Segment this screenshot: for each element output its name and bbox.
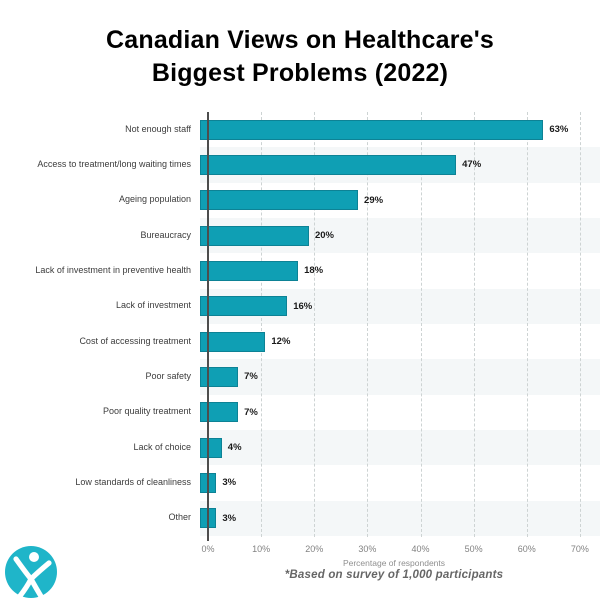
value-label: 18% (304, 265, 324, 277)
logo-figure (13, 556, 52, 599)
bar (200, 437, 222, 458)
chart-row: Poor quality treatment 7% (0, 395, 600, 430)
bar (200, 119, 544, 140)
x-tick-label: 10% (252, 544, 271, 554)
row-plot-area: 3% (200, 465, 600, 500)
value-label: 12% (271, 336, 291, 348)
x-tick-label: 70% (570, 544, 589, 554)
value-label: 3% (222, 477, 237, 489)
chart-row: Bureaucracy 20% (0, 217, 600, 254)
category-label: Low standards of cleanliness (75, 477, 191, 487)
row-plot-area: 63% (200, 112, 600, 147)
category-label: Poor safety (145, 371, 191, 382)
category-label: Not enough staff (125, 123, 191, 134)
category-label: Access to treatment/long waiting times (37, 159, 191, 170)
chart-row: Poor safety 7% (0, 359, 600, 395)
bar (200, 331, 266, 352)
chart-row: Access to treatment/long waiting times 47… (0, 147, 600, 183)
row-plot-area: 7% (200, 359, 600, 395)
bar (200, 402, 239, 423)
bar (200, 225, 309, 246)
value-label: 20% (314, 230, 334, 242)
chart-title: Canadian Views on Healthcare's Biggest P… (20, 24, 580, 90)
survey-footnote: *Based on survey of 1,000 participants (284, 569, 504, 581)
value-label: 4% (227, 442, 242, 454)
category-label: Poor quality treatment (102, 406, 191, 417)
x-tick-label: 40% (411, 544, 430, 554)
chart-title-line2: Biggest Problems (2022) (151, 59, 449, 87)
category-label: Bureaucracy (140, 229, 191, 240)
chart-row: Ageing population 29% (0, 183, 600, 218)
category-label: Ageing population (118, 194, 191, 205)
jumping-person-logo-icon (5, 546, 57, 599)
category-label: Lack of investment (115, 300, 191, 311)
row-plot-area: 7% (200, 395, 600, 430)
x-tick-label: 60% (517, 544, 536, 554)
x-tick-label: 50% (464, 544, 483, 554)
chart-row: Lack of investment 16% (0, 288, 600, 324)
chart-rows: Not enough staff 63% Access to treatment/l… (0, 112, 600, 536)
category-label: Lack of investment in preventive health (35, 265, 191, 276)
x-tick-label: 0% (201, 544, 215, 554)
value-label: 29% (364, 194, 384, 206)
value-label: 7% (244, 406, 258, 418)
x-tick-label: 20% (305, 544, 324, 554)
x-axis-ticks: 0% 10% 20% 30% 40% 50% 60% 70% (201, 544, 598, 556)
chart-row: Lack of choice 4% (0, 429, 600, 466)
bar (200, 260, 299, 281)
x-tick-label: 30% (358, 544, 377, 554)
value-label: 47% (462, 159, 482, 171)
chart-title-line1: Canadian Views on Healthcare's (105, 26, 495, 54)
row-plot-area: 4% (200, 429, 600, 466)
value-label: 63% (549, 124, 569, 136)
bar (200, 296, 288, 317)
row-plot-area: 47% (200, 147, 600, 183)
chart-row: Low standards of cleanliness 3% (0, 465, 600, 500)
x-axis-label: Percentage of respondents (342, 558, 446, 568)
value-label: 3% (222, 512, 237, 524)
logo-figure-head (29, 552, 39, 562)
row-plot-area: 16% (200, 288, 600, 324)
bar (200, 190, 359, 211)
category-label: Lack of choice (133, 441, 191, 452)
row-plot-area: 18% (200, 253, 600, 288)
chart-row: Lack of investment in preventive health 1… (0, 253, 600, 288)
bar (200, 154, 457, 175)
row-plot-area: 20% (200, 217, 600, 254)
chart-row: Cost of accessing treatment 12% (0, 324, 600, 359)
chart-row: Not enough staff 63% (0, 112, 600, 147)
row-plot-area: 29% (200, 183, 600, 218)
category-label: Cost of accessing treatment (79, 335, 191, 346)
row-plot-area: 3% (200, 500, 600, 536)
row-plot-area: 12% (200, 324, 600, 359)
value-label: 16% (293, 300, 313, 312)
chart-row: Other 3% (0, 500, 600, 536)
value-label: 7% (244, 371, 258, 383)
bar (200, 366, 239, 387)
category-label: Other (168, 512, 191, 523)
y-axis-line (206, 112, 209, 541)
